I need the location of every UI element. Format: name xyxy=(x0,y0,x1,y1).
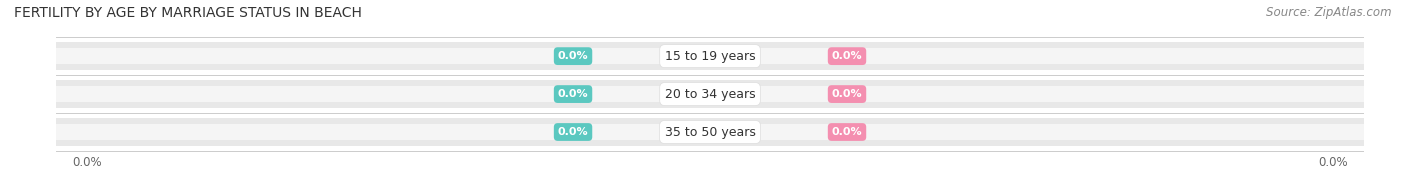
Text: 0.0%: 0.0% xyxy=(832,51,862,61)
Text: 15 to 19 years: 15 to 19 years xyxy=(665,50,755,63)
Text: 20 to 34 years: 20 to 34 years xyxy=(665,88,755,101)
Text: 0.0%: 0.0% xyxy=(832,127,862,137)
Text: 0.0%: 0.0% xyxy=(558,89,588,99)
Bar xyxy=(56,124,1364,140)
Text: Source: ZipAtlas.com: Source: ZipAtlas.com xyxy=(1267,6,1392,19)
Bar xyxy=(56,80,1364,108)
Text: 0.0%: 0.0% xyxy=(558,51,588,61)
Text: 0.0%: 0.0% xyxy=(558,127,588,137)
Text: 35 to 50 years: 35 to 50 years xyxy=(665,125,755,139)
Bar xyxy=(56,118,1364,146)
Text: 0.0%: 0.0% xyxy=(832,89,862,99)
Bar xyxy=(56,48,1364,64)
Bar xyxy=(56,43,1364,70)
Text: FERTILITY BY AGE BY MARRIAGE STATUS IN BEACH: FERTILITY BY AGE BY MARRIAGE STATUS IN B… xyxy=(14,6,361,20)
Bar xyxy=(56,86,1364,102)
